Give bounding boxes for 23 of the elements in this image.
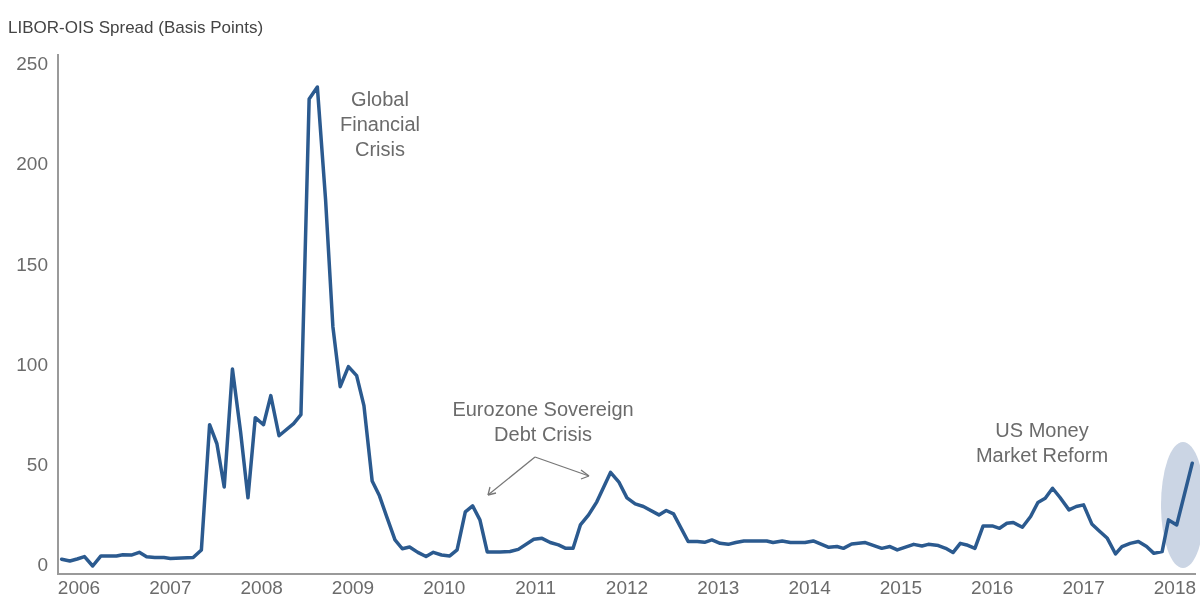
x-tick-label: 2007: [149, 576, 192, 598]
annotation: Eurozone Sovereign Debt Crisis: [452, 398, 634, 446]
x-tick-label: 2008: [240, 576, 283, 598]
y-tick-label: 0: [37, 554, 48, 576]
y-tick-label: 150: [16, 253, 48, 275]
x-tick-label: 2017: [1062, 576, 1105, 598]
y-tick-label: 200: [16, 153, 48, 175]
y-tick-label: 250: [16, 53, 48, 75]
x-tick-label: 2016: [971, 576, 1014, 598]
x-tick-label: 2006: [57, 576, 101, 598]
x-tick-label: 2018: [1153, 576, 1197, 598]
annotation: US Money Market Reform: [975, 419, 1109, 467]
annotation: Global Financial Crisis: [339, 87, 421, 160]
x-tick-label: 2015: [879, 576, 923, 598]
x-tick-label: 2012: [605, 576, 649, 598]
x-tick-label: 2013: [697, 576, 740, 598]
x-tick-label: 2014: [788, 576, 832, 598]
y-tick-label: 100: [16, 353, 48, 375]
y-tick-label: 50: [26, 454, 48, 476]
x-tick-label: 2011: [515, 576, 557, 598]
x-tick-label: 2010: [423, 576, 466, 598]
x-tick-label: 2009: [331, 576, 375, 598]
y-axis-title: LIBOR-OIS Spread (Basis Points): [8, 17, 264, 37]
